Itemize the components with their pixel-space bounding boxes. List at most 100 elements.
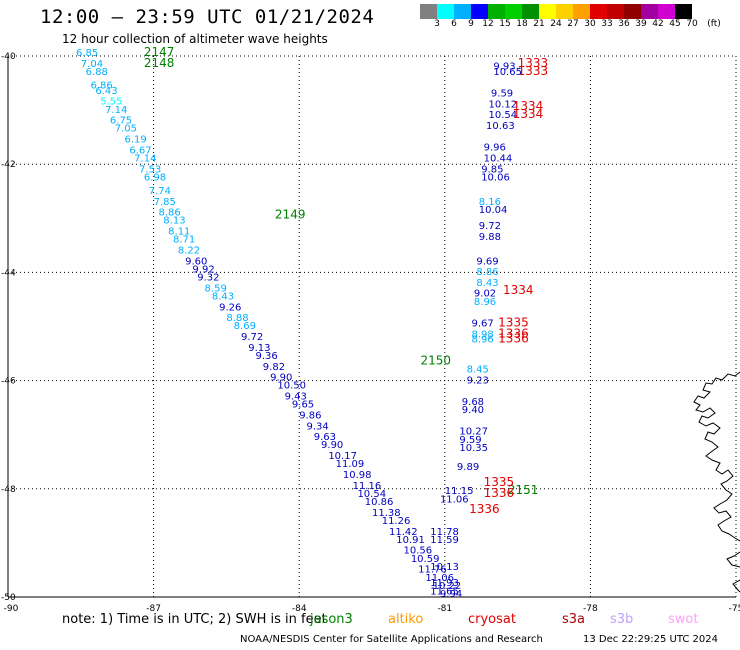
pass-number: 1334 xyxy=(513,107,544,121)
wave-height-value: 9.23 xyxy=(467,375,489,386)
lat-lon-grid xyxy=(7,55,737,598)
y-tick-label: -50 xyxy=(1,593,16,603)
wave-height-value: 8.69 xyxy=(234,321,256,332)
wave-height-value: 11.93 xyxy=(430,578,459,589)
wave-height-value: 11.26 xyxy=(382,516,411,527)
x-tick-label: -84 xyxy=(292,604,307,614)
sat-label-s3a: s3a xyxy=(562,612,586,627)
pass-number: 2149 xyxy=(275,207,306,221)
wave-height-value: 8.96 xyxy=(474,297,496,308)
wave-height-value: 9.89 xyxy=(457,462,479,473)
wave-height-value: 10.59 xyxy=(411,554,440,565)
wave-height-value: 6.67 xyxy=(129,145,151,156)
wave-height-value: 6.86 xyxy=(91,80,113,91)
wave-height-value: 10.06 xyxy=(481,172,510,183)
wave-height-value: 9.43 xyxy=(285,392,307,403)
wave-height-value: 10.56 xyxy=(404,546,433,557)
pass-number: 1335 xyxy=(498,316,529,330)
coastline-path xyxy=(693,371,740,593)
wave-height-value: 10.22 xyxy=(433,581,462,592)
wave-height-value: 9.86 xyxy=(299,410,321,421)
color-scale-label: 15 xyxy=(499,19,511,29)
chart-title: 12:00 – 23:59 UTC 01/21/2024 xyxy=(40,6,375,28)
color-swatch xyxy=(437,4,454,19)
color-scale-label: 21 xyxy=(533,19,545,29)
wave-height-value: 9.92 xyxy=(192,264,214,275)
wave-height-value: 7.74 xyxy=(149,186,171,197)
wave-height-value: 11.15 xyxy=(445,486,474,497)
color-swatch xyxy=(590,4,607,19)
pass-number: 1336 xyxy=(498,326,529,340)
wave-height-value: 9.93 xyxy=(493,62,515,73)
color-scale-label: 3 xyxy=(434,19,440,29)
wave-height-value: 10.98 xyxy=(343,470,372,481)
wave-height-value: 10.50 xyxy=(277,381,306,392)
wave-height-value: 8.59 xyxy=(205,283,227,294)
wave-height-value: 7.04 xyxy=(81,59,103,70)
x-tick-label: -87 xyxy=(146,604,161,614)
pass-number: 1335 xyxy=(484,475,515,489)
wave-height-value: 8.13 xyxy=(163,216,185,227)
wave-height-points: 6.857.046.886.866.435.557.146.757.056.19… xyxy=(76,48,522,600)
wave-height-value: 11.16 xyxy=(353,481,382,492)
axis-tick-labels: -87 -84 -81 -78 -75 -90 -40 -42 -44 -46 -48 -50 xyxy=(1,52,740,614)
sat-label-s3b: s3b xyxy=(610,612,634,627)
wave-height-value: 9.26 xyxy=(219,302,241,313)
y-tick-label: -40 xyxy=(1,52,16,62)
pass-number: 2147 xyxy=(144,45,175,59)
color-scale-label: 24 xyxy=(550,19,562,29)
wave-height-value: 9.69 xyxy=(476,256,498,267)
wave-height-value: 11.42 xyxy=(389,527,418,538)
sat-label-altiko: altiko xyxy=(388,612,424,627)
color-scale-label: 36 xyxy=(618,19,630,29)
wave-height-value: 9.32 xyxy=(197,273,219,284)
sat-label-cryosat: cryosat xyxy=(468,612,516,627)
wave-height-value: 6.19 xyxy=(124,135,146,146)
footer-credit: NOAA/NESDIS Center for Satellite Applica… xyxy=(240,634,543,645)
wave-height-value: 6.75 xyxy=(110,116,132,127)
color-scale-swatches xyxy=(420,4,740,19)
wave-height-value: 7.05 xyxy=(115,124,137,135)
pass-number: 2150 xyxy=(421,353,452,367)
wave-height-value: 8.71 xyxy=(173,235,195,246)
wave-height-value: 9.02 xyxy=(474,289,496,300)
pass-number: 1333 xyxy=(518,56,549,70)
wave-height-value: 9.85 xyxy=(481,164,503,175)
color-swatch xyxy=(624,4,641,19)
color-scale-labels: 3 6 9 12 15 18 21 24 27 30 33 36 39 42 45 70 (ft) xyxy=(420,19,740,33)
color-scale-label: 6 xyxy=(451,19,457,29)
pass-number-labels: 2147214821492150215113331333133413341334… xyxy=(144,45,548,516)
wave-height-value: 8.86 xyxy=(158,208,180,219)
color-swatch xyxy=(505,4,522,19)
pass-number: 2151 xyxy=(508,483,539,497)
wave-height-value: 9.94 xyxy=(440,589,462,600)
color-swatch xyxy=(522,4,539,19)
wave-height-value: 8.45 xyxy=(467,364,489,375)
wave-height-value: 10.17 xyxy=(328,451,357,462)
chart-subtitle: 12 hour collection of altimeter wave hei… xyxy=(62,32,328,46)
color-scale-legend: 3 6 9 12 15 18 21 24 27 30 33 36 39 42 45 70 (ft) xyxy=(420,4,740,33)
color-scale-label: 33 xyxy=(601,19,613,29)
wave-height-value: 11.09 xyxy=(336,459,365,470)
wave-height-value: 6.85 xyxy=(76,48,98,59)
color-swatch xyxy=(471,4,488,19)
x-tick-label: -81 xyxy=(437,604,452,614)
wave-height-value: 7.14 xyxy=(105,105,127,116)
color-scale-label: 9 xyxy=(468,19,474,29)
wave-height-value: 9.72 xyxy=(241,332,263,343)
sat-label-swot: swot xyxy=(668,612,699,627)
wave-height-value: 9.63 xyxy=(314,432,336,443)
wave-height-value: 10.13 xyxy=(430,562,459,573)
wave-height-value: 7.14 xyxy=(134,153,156,164)
wave-height-value: 10.86 xyxy=(365,497,394,508)
wave-height-value: 9.90 xyxy=(321,440,343,451)
wave-height-value: 9.68 xyxy=(462,397,484,408)
pass-number: 2148 xyxy=(144,56,175,70)
x-tick-label: -78 xyxy=(583,604,598,614)
pass-number: 1334 xyxy=(513,99,544,113)
wave-height-value: 8.43 xyxy=(212,291,234,302)
wave-height-value: 11.06 xyxy=(425,573,454,584)
wave-height-value: 9.13 xyxy=(248,343,270,354)
wave-height-value: 10.63 xyxy=(486,121,515,132)
wave-height-value: 6.88 xyxy=(86,67,108,78)
